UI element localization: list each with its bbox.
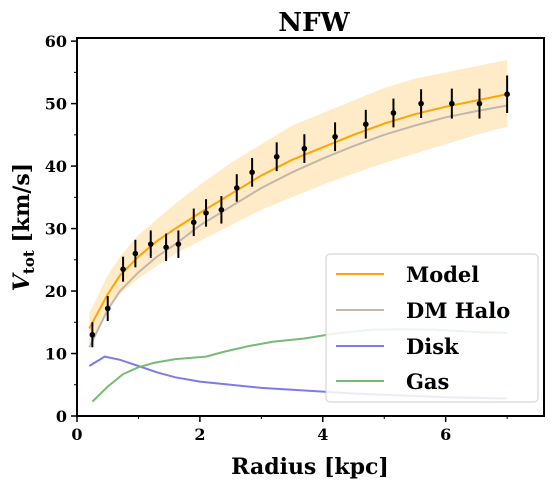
observed-point <box>89 331 96 338</box>
x-axis-label: Radius [kpc] <box>231 454 389 480</box>
y-tick-label-10: 10 <box>45 345 67 364</box>
legend-box <box>325 253 539 403</box>
observed-point <box>175 241 182 247</box>
observed-point <box>504 91 510 98</box>
legend-gas-label: Gas <box>406 369 449 394</box>
observed-point <box>449 100 455 107</box>
legend-disk-label: Disk <box>406 334 459 359</box>
dm-halo-line <box>88 104 508 348</box>
model-line <box>88 93 508 329</box>
y-axis-label-subscript: tot <box>20 250 38 274</box>
observed-point <box>476 100 483 107</box>
observed-point <box>233 185 240 191</box>
observed-point <box>163 244 169 251</box>
y-tick-label-50: 50 <box>45 95 67 114</box>
observed-point <box>390 110 397 116</box>
x-tick-label-4: 4 <box>317 425 328 444</box>
observed-point <box>203 210 209 216</box>
chart-title: NFW <box>278 8 350 38</box>
observed-point <box>190 219 197 226</box>
observed-point <box>132 250 139 257</box>
y-tick-label-60: 60 <box>45 32 67 51</box>
observed-point <box>273 153 280 160</box>
y-axis-label: Vtot [km/s] <box>9 163 38 291</box>
observed-points-layer <box>89 75 510 348</box>
observed-point <box>301 145 308 152</box>
legend-model-label: Model <box>406 262 479 287</box>
x-tick-label-6: 6 <box>440 425 451 444</box>
observed-point <box>363 121 369 128</box>
y-tick-label-20: 20 <box>45 282 67 301</box>
y-tick-label-30: 30 <box>45 220 67 239</box>
y-axis-label-unit: [km/s] <box>9 163 35 250</box>
observed-point <box>147 241 154 247</box>
x-tick-label-0: 0 <box>71 425 82 444</box>
observed-point <box>104 305 111 312</box>
y-axis-label-symbol: V <box>9 272 35 291</box>
legend-dm-halo-label: DM Halo <box>406 298 510 323</box>
observed-point <box>218 207 225 213</box>
y-tick-label-0: 0 <box>56 407 67 426</box>
observed-point <box>418 100 424 107</box>
model-uncertainty-band <box>89 59 508 345</box>
y-tick-label-40: 40 <box>45 157 67 176</box>
legend: Model DM Halo Disk Gas <box>325 253 539 403</box>
plot-frame <box>76 37 545 417</box>
observed-point <box>332 133 338 140</box>
observed-point <box>120 266 126 272</box>
x-tick-label-2: 2 <box>194 425 205 444</box>
observed-point <box>249 169 255 176</box>
model-uncertainty-band-layer <box>89 59 508 345</box>
